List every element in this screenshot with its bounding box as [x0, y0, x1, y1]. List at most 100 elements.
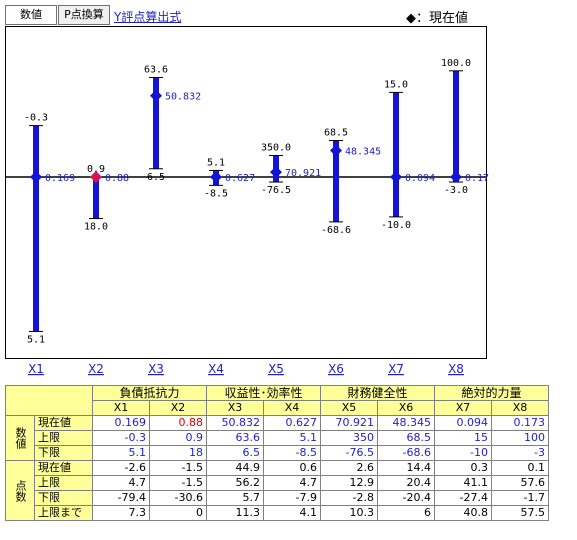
current-label: 0.169	[45, 173, 75, 184]
lower-label: -10.0	[381, 220, 411, 231]
current-marker-x5	[270, 166, 282, 179]
upper-label: 15.0	[384, 79, 408, 90]
value-cell: 0.173	[491, 415, 549, 431]
value-cell: 0.3	[434, 460, 492, 476]
value-cell: 11.3	[206, 505, 264, 521]
value-cell: 6.5	[206, 445, 264, 461]
value-cell: 0.169	[92, 415, 150, 431]
value-cell: -20.4	[377, 490, 435, 506]
x-axis-link-x6[interactable]: X6	[328, 362, 344, 376]
value-cell: -79.4	[92, 490, 150, 506]
range-bar-x8	[453, 70, 459, 183]
upper-label: -0.3	[24, 113, 48, 124]
section-label: 点数	[5, 460, 35, 521]
row-label: 上限	[34, 430, 93, 446]
row-label: 下限	[34, 490, 93, 506]
section-label: 数値	[5, 415, 35, 461]
range-chart: -0.3 5.1 0.169 X1 0.9 18.0 0.88 X2 63.6 6.5 50.832…	[5, 26, 490, 376]
value-cell: 56.2	[206, 475, 264, 491]
table-row: 上限 -0.3 0.9 63.6 5.1 350 68.5 15 100	[6, 430, 549, 446]
range-bar-x7	[393, 92, 399, 217]
current-marker-x4	[210, 171, 222, 184]
value-cell: 10.3	[320, 505, 378, 521]
current-label: 50.832	[165, 92, 201, 103]
value-cell: 50.832	[206, 415, 264, 431]
current-marker-x8	[450, 171, 462, 184]
row-label: 上限まで	[34, 505, 93, 521]
table-row: 下限 -79.4 -30.6 5.7 -7.9 -2.8 -20.4 -27.4 -1.7	[6, 490, 549, 506]
value-cell: 48.345	[377, 415, 435, 431]
x-axis-link-x3[interactable]: X3	[148, 362, 164, 376]
corner-cell	[5, 385, 93, 416]
value-cell: 57.5	[491, 505, 549, 521]
current-marker-x7	[390, 171, 402, 184]
upper-label: 5.1	[207, 157, 225, 168]
value-cell: 7.3	[92, 505, 150, 521]
value-cell: -8.5	[263, 445, 321, 461]
value-button[interactable]: 数値	[5, 5, 57, 25]
table-row: 下限 5.1 18 6.5 -8.5 -76.5 -68.6 -10 -3	[6, 445, 549, 461]
value-cell: -76.5	[320, 445, 378, 461]
value-cell: -0.3	[92, 430, 150, 446]
current-label: 48.345	[345, 147, 381, 158]
upper-label: 0.9	[87, 164, 105, 175]
group-header: 収益性･効率性	[206, 385, 321, 401]
value-cell: 4.7	[92, 475, 150, 491]
upper-label: 68.5	[324, 128, 348, 139]
row-label: 現在値	[34, 460, 93, 476]
lower-label: 18.0	[84, 222, 108, 233]
range-bar-x1	[33, 125, 39, 332]
value-cell: 4.7	[263, 475, 321, 491]
current-label: 70.921	[285, 168, 321, 179]
value-cell: 5.1	[263, 430, 321, 446]
diamond-icon: ◆	[406, 11, 416, 26]
value-cell: 12.9	[320, 475, 378, 491]
value-cell: 350	[320, 430, 378, 446]
current-label: 0.173	[465, 173, 490, 184]
x-axis-link-x7[interactable]: X7	[388, 362, 404, 376]
plot-frame	[5, 26, 487, 359]
value-cell: 0.88	[149, 415, 207, 431]
value-cell: -30.6	[149, 490, 207, 506]
group-header: 負債抵抗力	[92, 385, 207, 401]
chart-legend: ◆：現在値	[406, 7, 468, 26]
value-cell: 40.8	[434, 505, 492, 521]
value-cell: 100	[491, 430, 549, 446]
group-header: 財務健全性	[320, 385, 435, 401]
x-axis-link-x2[interactable]: X2	[88, 362, 104, 376]
pconv-button[interactable]: P点換算	[58, 5, 110, 25]
data-table: 負債抵抗力 収益性･効率性 財務健全性 絶対的力量 X1 X2 X3 X4 X5 X6 X7 X8 数値…	[5, 385, 549, 521]
value-cell: -1.5	[149, 475, 207, 491]
value-cell: -1.5	[149, 460, 207, 476]
row-label: 上限	[34, 475, 93, 491]
x-axis-link-x5[interactable]: X5	[268, 362, 284, 376]
lower-label: -3.0	[444, 185, 468, 196]
column-header: X4	[263, 400, 321, 416]
x-axis-link-x1[interactable]: X1	[28, 362, 44, 376]
value-cell: 0.1	[491, 460, 549, 476]
value-cell: 6	[377, 505, 435, 521]
x-axis-link-x4[interactable]: X4	[208, 362, 224, 376]
value-cell: -1.7	[491, 490, 549, 506]
value-cell: -27.4	[434, 490, 492, 506]
range-bar-x2	[93, 177, 99, 219]
value-cell: 70.921	[320, 415, 378, 431]
current-marker-x2	[90, 171, 102, 184]
formula-link[interactable]: Y評点算出式	[114, 10, 182, 24]
value-cell: 4.1	[263, 505, 321, 521]
column-header: X3	[206, 400, 264, 416]
column-header: X8	[491, 400, 549, 416]
table-row: 上限 4.7 -1.5 56.2 4.7 12.9 20.4 41.1 57.6	[6, 475, 549, 491]
range-bar-x6	[333, 140, 339, 222]
current-label: 0.88	[105, 173, 129, 184]
group-header: 絶対的力量	[434, 385, 549, 401]
current-marker-x1	[30, 171, 42, 184]
value-cell: 0.094	[434, 415, 492, 431]
value-cell: 18	[149, 445, 207, 461]
row-label: 下限	[34, 445, 93, 461]
upper-label: 63.6	[144, 64, 168, 75]
x-axis-link-x8[interactable]: X8	[448, 362, 464, 376]
value-cell: -3	[491, 445, 549, 461]
value-cell: -2.6	[92, 460, 150, 476]
current-marker-x3	[150, 89, 162, 102]
